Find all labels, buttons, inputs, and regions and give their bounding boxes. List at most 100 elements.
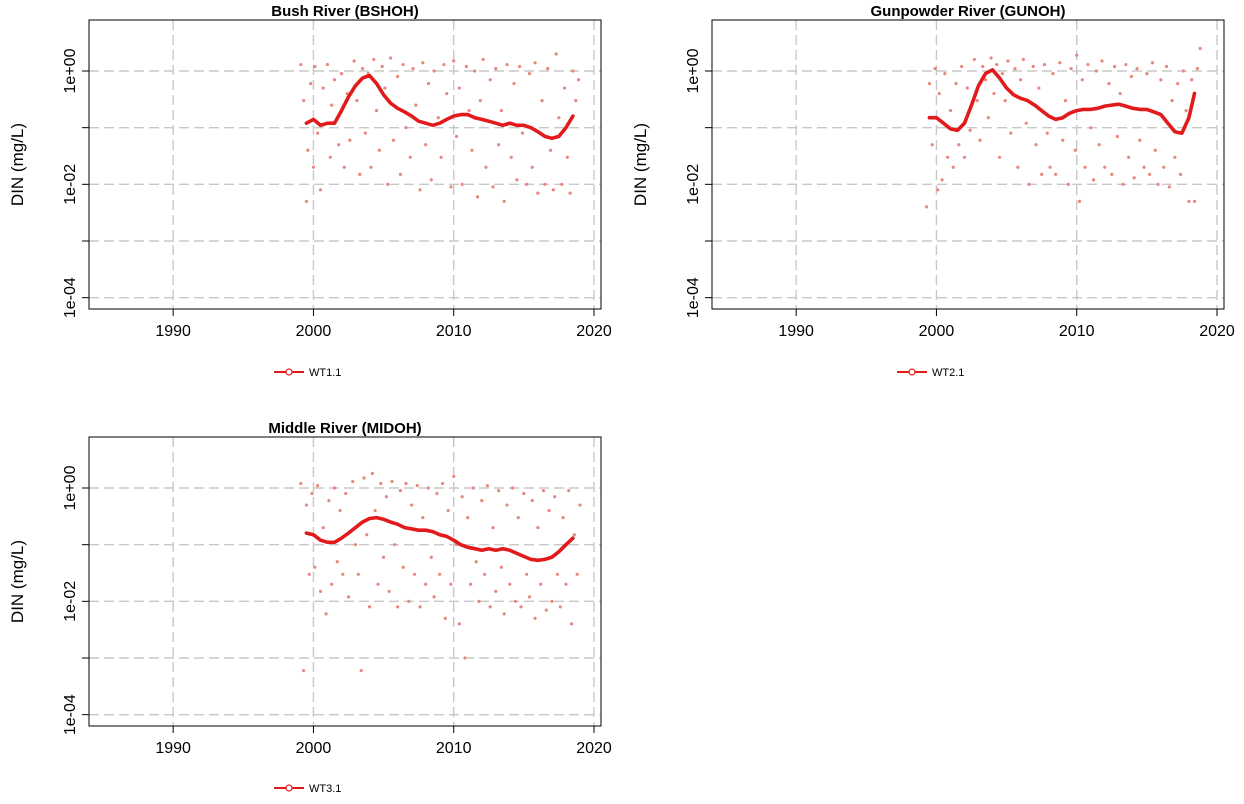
- data-points: [299, 52, 581, 203]
- x-tick-label: 2000: [919, 323, 955, 340]
- data-point: [943, 71, 947, 76]
- data-point: [1103, 165, 1107, 169]
- data-point: [957, 143, 961, 147]
- data-point: [937, 91, 941, 96]
- data-point: [1173, 155, 1177, 159]
- data-point: [1153, 148, 1157, 152]
- data-point: [561, 516, 565, 520]
- data-point: [339, 71, 344, 76]
- data-point: [1156, 182, 1160, 186]
- data-point: [396, 74, 400, 79]
- data-point: [533, 61, 537, 65]
- plot-frame: [88, 19, 602, 310]
- plot-frame: [88, 436, 602, 727]
- data-point: [499, 109, 504, 113]
- data-point: [426, 81, 431, 86]
- data-point: [370, 471, 374, 476]
- data-point: [511, 486, 515, 490]
- grid-lines: [89, 20, 601, 309]
- data-point: [1051, 71, 1055, 76]
- plot-frame: [711, 19, 1225, 310]
- data-point: [383, 86, 387, 90]
- data-point: [391, 138, 395, 142]
- data-point: [1192, 199, 1197, 203]
- y-tick-label: 1e-02: [685, 164, 702, 205]
- x-tick-label: 2010: [1059, 323, 1095, 340]
- data-point: [386, 182, 390, 186]
- trend-line: [304, 515, 575, 563]
- y-tick-label: 1e-04: [62, 694, 79, 735]
- data-point: [540, 99, 544, 103]
- data-point: [432, 595, 436, 599]
- data-point: [414, 103, 418, 107]
- data-point: [393, 543, 397, 547]
- legend: WT2.1: [897, 367, 964, 379]
- data-point: [1066, 182, 1070, 186]
- data-point: [555, 572, 560, 576]
- data-point: [474, 560, 478, 564]
- data-point: [436, 116, 440, 120]
- data-point: [376, 582, 380, 586]
- x-tick-label: 2020: [576, 323, 612, 340]
- data-point: [530, 498, 534, 503]
- data-point: [1080, 78, 1084, 82]
- data-point: [497, 488, 501, 493]
- data-point: [345, 91, 349, 96]
- x-tick-label: 2000: [296, 323, 332, 340]
- data-point: [515, 178, 519, 182]
- data-point: [965, 86, 969, 90]
- data-point: [505, 62, 509, 67]
- data-point: [1162, 165, 1166, 169]
- data-points: [299, 471, 582, 673]
- data-point: [404, 481, 408, 486]
- data-point: [418, 605, 422, 609]
- data-point: [1135, 67, 1139, 71]
- data-point: [1069, 67, 1073, 71]
- data-point: [321, 526, 325, 530]
- data-point: [488, 605, 492, 609]
- y-tick-label: 1e+00: [62, 48, 79, 93]
- data-point: [351, 479, 355, 484]
- data-point: [454, 134, 459, 139]
- data-point: [401, 62, 405, 67]
- data-point: [360, 67, 365, 71]
- x-tick-label: 2000: [296, 740, 332, 757]
- data-point: [328, 155, 332, 159]
- data-point: [541, 488, 546, 493]
- data-point: [353, 543, 358, 547]
- data-point: [508, 582, 512, 586]
- data-point: [325, 62, 330, 67]
- data-point: [488, 78, 492, 82]
- data-point: [1086, 62, 1090, 67]
- data-point: [497, 143, 501, 147]
- data-point: [355, 99, 359, 103]
- data-point: [306, 148, 310, 152]
- data-point: [299, 481, 303, 486]
- data-point: [327, 498, 331, 503]
- data-point: [407, 599, 411, 603]
- data-point: [1077, 199, 1082, 203]
- data-point: [962, 155, 967, 159]
- data-point: [380, 64, 384, 69]
- data-point: [1031, 64, 1035, 69]
- data-point: [313, 565, 317, 569]
- data-point: [569, 622, 574, 626]
- data-point: [1148, 172, 1152, 176]
- data-point: [925, 205, 929, 209]
- chart-panel-3: 1990 2000 2010 2020 1e-04 1e-02 1e+00 DIN (mg/L…: [8, 420, 612, 795]
- legend: WT1.1: [274, 367, 341, 379]
- data-point: [304, 199, 309, 203]
- legend-marker-swatch: [908, 368, 916, 376]
- data-point: [551, 188, 555, 192]
- data-point: [525, 572, 529, 576]
- data-point: [384, 495, 388, 499]
- data-point: [525, 182, 529, 186]
- data-point: [1094, 69, 1098, 73]
- data-point: [981, 64, 985, 69]
- data-point: [1006, 59, 1010, 63]
- data-point: [440, 481, 445, 486]
- data-point: [387, 589, 391, 593]
- data-point: [410, 503, 414, 507]
- data-point: [960, 64, 964, 69]
- data-point: [544, 608, 548, 612]
